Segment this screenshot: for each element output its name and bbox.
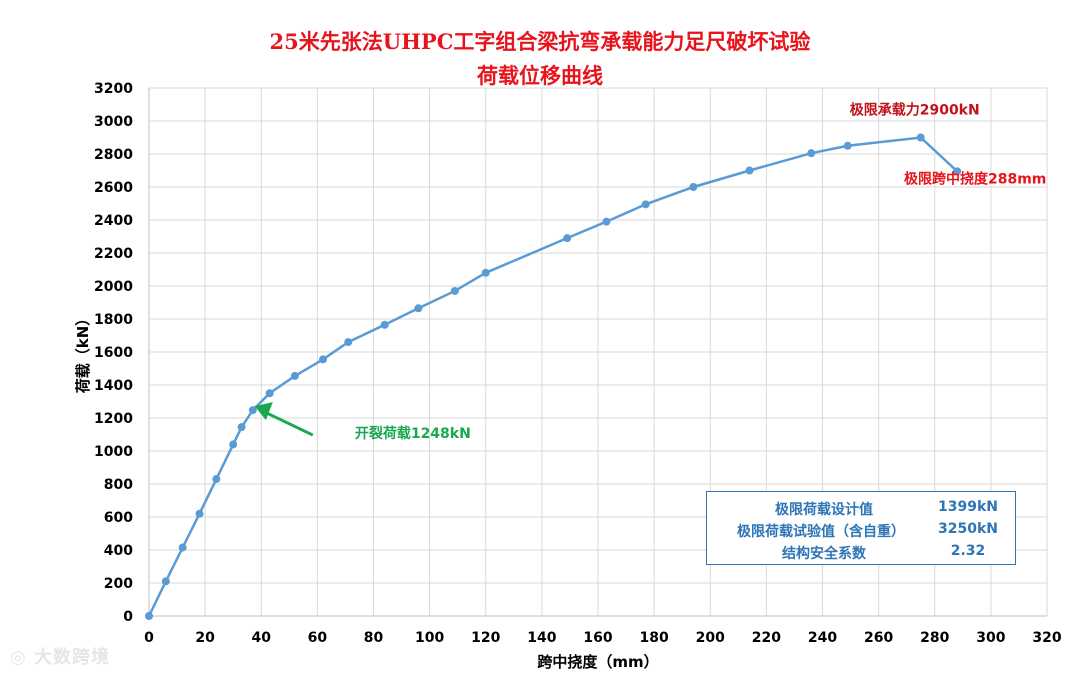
x-tick-label: 280: [920, 630, 949, 646]
data-point: [161, 577, 170, 586]
data-point: [563, 234, 572, 243]
data-point: [344, 338, 353, 347]
y-tick-label: 2400: [94, 213, 133, 229]
x-tick-label: 20: [195, 630, 215, 646]
info-value: 1399kN: [938, 499, 998, 515]
info-box: 极限荷载设计值 1399kN 极限荷载试验值（含自重） 3250kN 结构安全系…: [706, 491, 1016, 565]
x-axis-label: 跨中挠度（mm）: [537, 653, 658, 671]
annotation-arrow-shaft: [266, 411, 314, 437]
annotation-arrowhead: [254, 402, 273, 421]
x-tick-label: 220: [752, 630, 781, 646]
y-tick-label: 0: [123, 609, 133, 625]
info-label: 结构安全系数: [782, 546, 866, 562]
x-tick-label: 0: [144, 630, 154, 646]
x-tick-label: 200: [696, 630, 725, 646]
data-point: [450, 286, 459, 295]
watermark-logo-icon: ◎: [10, 647, 27, 668]
x-tick-label: 180: [640, 630, 669, 646]
info-label: 极限荷载设计值: [775, 502, 873, 518]
data-point: [602, 217, 611, 226]
data-point: [641, 200, 650, 209]
data-point: [248, 406, 257, 415]
x-tick-label: 80: [364, 630, 384, 646]
data-point: [178, 543, 187, 552]
annotation-ultimate-load: 极限承载力2900kN: [850, 102, 980, 119]
data-point: [745, 166, 754, 175]
data-point: [145, 612, 153, 620]
x-tick-label: 100: [415, 630, 444, 646]
chart-subtitle: 荷载位移曲线: [477, 63, 603, 88]
y-tick-label: 200: [104, 576, 133, 592]
y-tick-label: 2200: [94, 246, 133, 262]
data-point: [843, 141, 852, 150]
data-point: [807, 149, 816, 158]
data-point: [953, 167, 962, 176]
y-tick-label: 1800: [94, 312, 133, 328]
x-tick-label: 60: [308, 630, 328, 646]
data-point: [689, 183, 698, 191]
y-tick-label: 3000: [94, 114, 133, 130]
data-point: [195, 509, 204, 518]
x-tick-label: 140: [527, 630, 556, 646]
x-tick-label: 300: [976, 630, 1005, 646]
data-point: [481, 268, 490, 277]
x-tick-label: 320: [1032, 630, 1061, 646]
info-value: 3250kN: [938, 521, 998, 537]
x-tick-label: 120: [471, 630, 500, 646]
annotation-ultimate-deflection: 极限跨中挠度288mm: [904, 170, 1046, 187]
y-tick-label: 1600: [94, 345, 133, 361]
y-tick-label: 400: [104, 543, 133, 559]
y-tick-label: 1400: [94, 378, 133, 394]
chart-title: 25米先张法UHPC工字组合梁抗弯承载能力足尺破坏试验: [269, 29, 811, 54]
y-tick-label: 1200: [94, 411, 133, 427]
y-tick-label: 2800: [94, 147, 133, 163]
data-point: [229, 440, 238, 449]
y-tick-label: 2600: [94, 180, 133, 196]
data-point: [916, 133, 925, 142]
x-tick-label: 160: [583, 630, 612, 646]
data-point: [265, 389, 274, 398]
data-point: [212, 475, 221, 484]
x-tick-label: 40: [252, 630, 272, 646]
y-tick-label: 800: [104, 477, 133, 493]
info-value: 2.32: [950, 543, 986, 559]
y-tick-label: 3200: [94, 81, 133, 97]
watermark: ◎ 大数跨境: [10, 643, 110, 669]
data-point: [414, 304, 423, 313]
y-axis-label: 荷载（kN）: [74, 311, 92, 394]
info-label: 极限荷载试验值（含自重）: [737, 524, 905, 540]
y-tick-label: 1000: [94, 444, 133, 460]
watermark-text: 大数跨境: [34, 647, 110, 668]
annotation-cracking-load: 开裂荷载1248kN: [355, 425, 471, 442]
x-tick-label: 260: [864, 630, 893, 646]
data-point: [290, 371, 299, 380]
y-tick-label: 600: [104, 510, 133, 526]
data-point: [318, 355, 327, 364]
x-tick-label: 240: [808, 630, 837, 646]
data-point: [380, 320, 389, 329]
data-point: [237, 423, 246, 432]
y-tick-label: 2000: [94, 279, 133, 295]
